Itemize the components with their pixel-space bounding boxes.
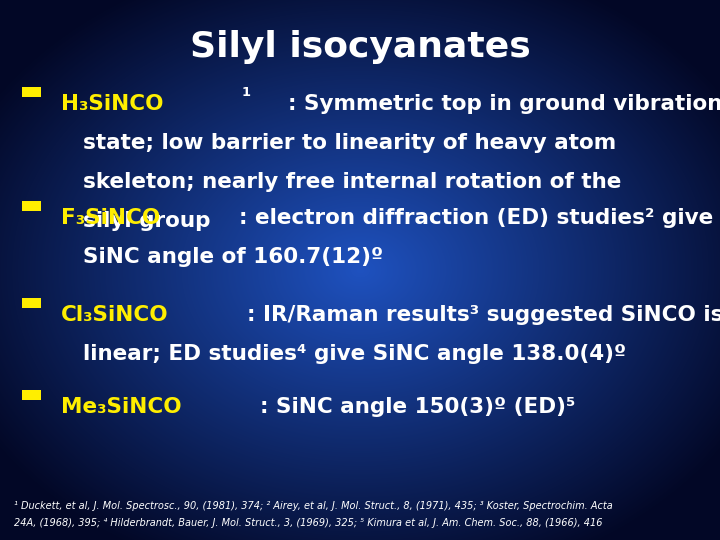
Text: SiNC angle of 160.7(12)º: SiNC angle of 160.7(12)º xyxy=(83,247,383,267)
Text: F₃SiNCO: F₃SiNCO xyxy=(61,208,161,228)
Text: Cl₃SiNCO: Cl₃SiNCO xyxy=(61,305,168,325)
Text: : SiNC angle 150(3)º (ED)⁵: : SiNC angle 150(3)º (ED)⁵ xyxy=(260,397,575,417)
Text: H₃SiNCO: H₃SiNCO xyxy=(61,94,163,114)
Text: : electron diffraction (ED) studies² give: : electron diffraction (ED) studies² giv… xyxy=(239,208,713,228)
FancyBboxPatch shape xyxy=(22,390,41,400)
Text: 1: 1 xyxy=(241,86,251,99)
FancyBboxPatch shape xyxy=(22,200,41,211)
FancyBboxPatch shape xyxy=(22,87,41,97)
Text: state; low barrier to linearity of heavy atom: state; low barrier to linearity of heavy… xyxy=(83,133,616,153)
Text: : IR/Raman results³ suggested SiNCO is: : IR/Raman results³ suggested SiNCO is xyxy=(247,305,720,325)
Text: ¹ Duckett, et al, J. Mol. Spectrosc., 90, (1981), 374; ² Airey, et al, J. Mol. S: ¹ Duckett, et al, J. Mol. Spectrosc., 90… xyxy=(14,501,613,511)
Text: Me₃SiNCO: Me₃SiNCO xyxy=(61,397,182,417)
Text: linear; ED studies⁴ give SiNC angle 138.0(4)º: linear; ED studies⁴ give SiNC angle 138.… xyxy=(83,344,626,364)
Text: Silyl isocyanates: Silyl isocyanates xyxy=(189,30,531,64)
Text: 24A, (1968), 395; ⁴ Hilderbrandt, Bauer, J. Mol. Struct., 3, (1969), 325; ⁵ Kimu: 24A, (1968), 395; ⁴ Hilderbrandt, Bauer,… xyxy=(14,518,603,529)
FancyBboxPatch shape xyxy=(22,298,41,308)
Text: : Symmetric top in ground vibrational: : Symmetric top in ground vibrational xyxy=(288,94,720,114)
Text: skeleton; nearly free internal rotation of the: skeleton; nearly free internal rotation … xyxy=(83,172,621,192)
Text: silyl group: silyl group xyxy=(83,211,210,231)
